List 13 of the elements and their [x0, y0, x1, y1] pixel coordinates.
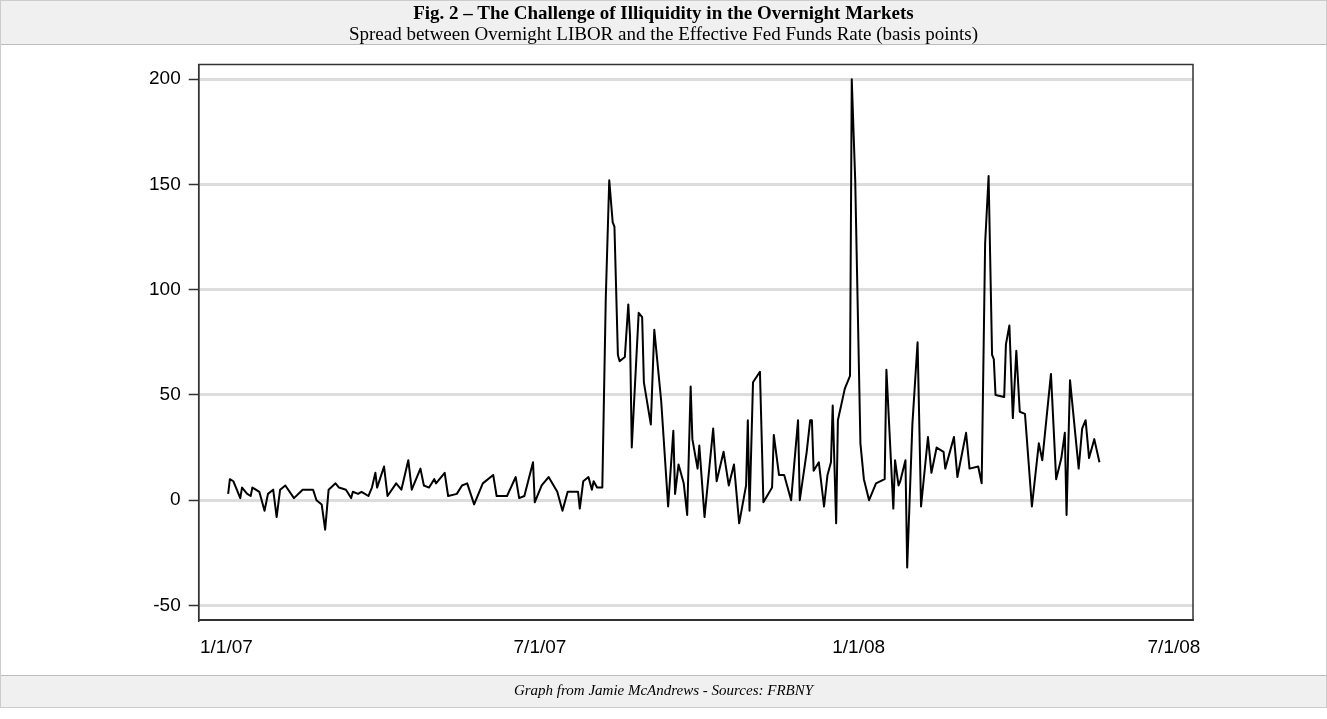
y-tick-label: -50 [153, 593, 181, 615]
y-tick-label: 0 [170, 488, 181, 510]
y-tick-label: 100 [149, 277, 181, 299]
x-tick-label: 7/1/08 [1147, 635, 1201, 657]
chart-subtitle: Spread between Overnight LIBOR and the Effective Fed Funds Rate (basis points) [347, 23, 980, 44]
text: Graph from Jamie McAndrews - Sources: FRBNY [1, 675, 1326, 707]
chart-title: Fig. 2 – The Challenge of Illiquidity in the Overnight Markets [412, 2, 915, 23]
x-tick-label: 1/1/08 [832, 635, 886, 657]
y-tick-label: 50 [159, 383, 181, 405]
y-tick-label: 150 [149, 172, 181, 194]
x-tick-label: 1/1/07 [200, 635, 253, 657]
y-tick-label: 200 [149, 67, 181, 89]
x-tick-label: 7/1/07 [513, 635, 567, 657]
